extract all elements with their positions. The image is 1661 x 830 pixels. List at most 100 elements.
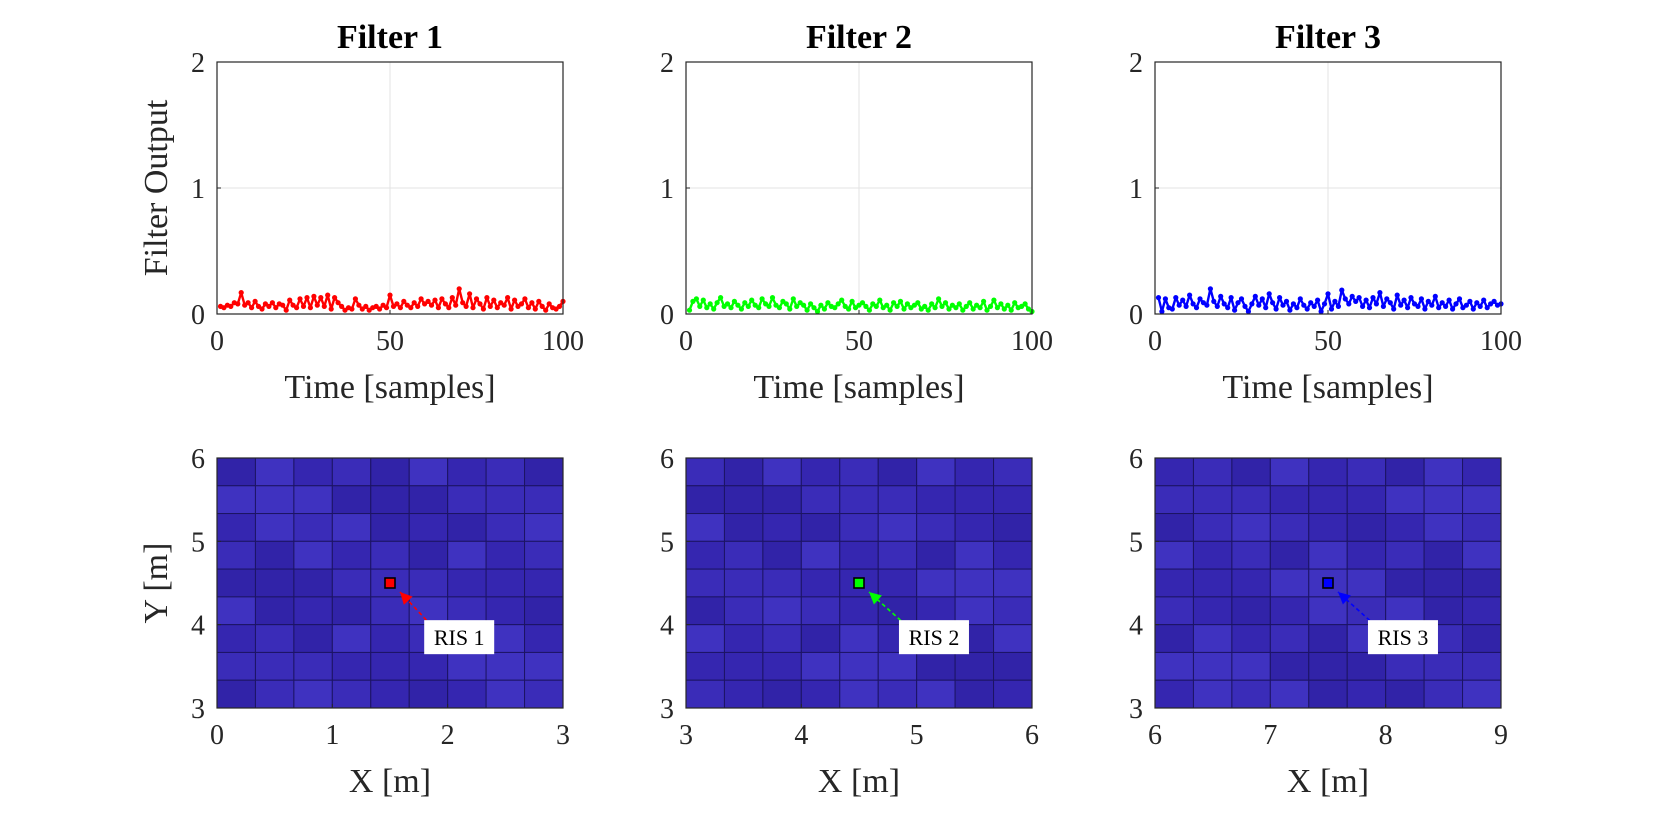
data-point: [1463, 302, 1469, 308]
data-point: [453, 302, 459, 308]
heatmap-cell: [877, 651, 918, 681]
data-point: [1263, 305, 1269, 311]
data-point: [1484, 305, 1490, 311]
heatmap-cell: [762, 513, 802, 542]
heatmap-cell: [1385, 485, 1425, 515]
heatmap-cell: [485, 679, 526, 709]
heatmap-cell: [216, 651, 256, 681]
heatmap-cell: [1346, 485, 1387, 515]
data-point: [714, 300, 720, 306]
heatmap-cell: [1308, 624, 1348, 653]
data-point: [335, 300, 341, 306]
heatmap-cell: [408, 457, 449, 487]
data-point: [1384, 296, 1390, 302]
data-point: [1225, 305, 1231, 311]
heatmap-cell: [1462, 624, 1502, 653]
heatmap-cell: [1154, 651, 1194, 681]
data-point: [783, 301, 789, 307]
axes-box: [1154, 457, 1502, 709]
heatmap-cell: [1154, 568, 1194, 598]
data-point: [742, 300, 748, 306]
heatmap-cell: [1269, 679, 1310, 709]
heatmap-cell: [685, 568, 725, 598]
data-point: [525, 305, 532, 311]
data-point: [1328, 306, 1335, 312]
data-point: [984, 307, 990, 313]
data-point: [1235, 300, 1241, 306]
heatmap-cell: [331, 651, 372, 681]
data-point: [1360, 303, 1366, 309]
heatmap-cell: [723, 568, 764, 598]
data-point: [1204, 302, 1210, 308]
x-tick-label: 50: [845, 326, 873, 357]
heatmap-cell: [254, 651, 295, 681]
heatmap-cell: [1308, 540, 1348, 570]
annotation-arrowhead: [1338, 592, 1351, 605]
y-tick-label: 3: [191, 694, 205, 725]
x-tick-label: 0: [210, 326, 224, 357]
data-point: [1214, 303, 1220, 309]
data-point: [1297, 296, 1303, 302]
data-point: [1418, 296, 1424, 302]
data-point: [470, 305, 476, 311]
data-point: [859, 300, 866, 306]
heatmap-cell: [723, 457, 764, 487]
heatmap-cell: [370, 624, 410, 653]
heatmap-cell: [1423, 540, 1464, 570]
data-point: [307, 305, 313, 311]
data-point: [273, 305, 279, 311]
data-point: [1176, 302, 1182, 308]
heatmap-cell: [1308, 596, 1348, 626]
data-point: [808, 301, 814, 307]
data-point: [963, 303, 969, 309]
heatmap-cell: [1308, 485, 1348, 515]
heatmap-cell: [685, 485, 725, 515]
data-point: [846, 306, 852, 312]
data-point: [377, 306, 383, 312]
data-point: [936, 296, 942, 302]
data-point: [991, 297, 997, 303]
data-point: [1453, 301, 1459, 307]
data-point: [877, 297, 883, 303]
data-point: [473, 296, 480, 302]
data-point: [1439, 300, 1445, 306]
heatmap-cell: [216, 679, 256, 709]
data-point: [718, 295, 724, 301]
data-point: [735, 302, 741, 308]
heatmap-cell: [1231, 624, 1271, 653]
heatmap-cell: [408, 679, 449, 709]
data-point: [383, 305, 390, 311]
heatmap-cell: [524, 485, 564, 515]
data-point: [1446, 297, 1452, 303]
heatmap-cell: [916, 485, 956, 515]
data-point: [1169, 306, 1175, 312]
data-point: [408, 305, 414, 311]
data-point: [401, 298, 407, 304]
data-point: [1356, 295, 1362, 301]
heatmap-cell: [293, 485, 333, 515]
heatmap-cell: [800, 651, 841, 681]
x-axis-label: Time [samples]: [284, 369, 495, 406]
heatmap-cell: [839, 679, 879, 709]
data-point: [1252, 293, 1258, 299]
heatmap-cell: [485, 568, 526, 598]
heatmap-cell: [331, 485, 372, 515]
data-point: [1342, 296, 1348, 302]
heatmap-cell: [331, 540, 372, 570]
heatmap-cell: [1269, 624, 1310, 653]
heatmap-cell: [1231, 540, 1271, 570]
y-axis-label: Y [m]: [138, 543, 175, 624]
heatmap-cell: [723, 540, 764, 570]
heatmap-cell: [293, 679, 333, 709]
heatmap-cell: [524, 457, 564, 487]
data-point: [873, 303, 879, 309]
heatmap-cell: [1154, 540, 1194, 570]
data-point: [518, 301, 525, 307]
data-point: [511, 297, 518, 303]
heatmap-cell: [1462, 457, 1502, 487]
heatmap-cell: [293, 457, 333, 487]
heatmap-cell: [447, 651, 487, 681]
data-point: [970, 306, 976, 312]
data-point: [259, 306, 265, 312]
heatmap-cell: [1269, 513, 1310, 542]
